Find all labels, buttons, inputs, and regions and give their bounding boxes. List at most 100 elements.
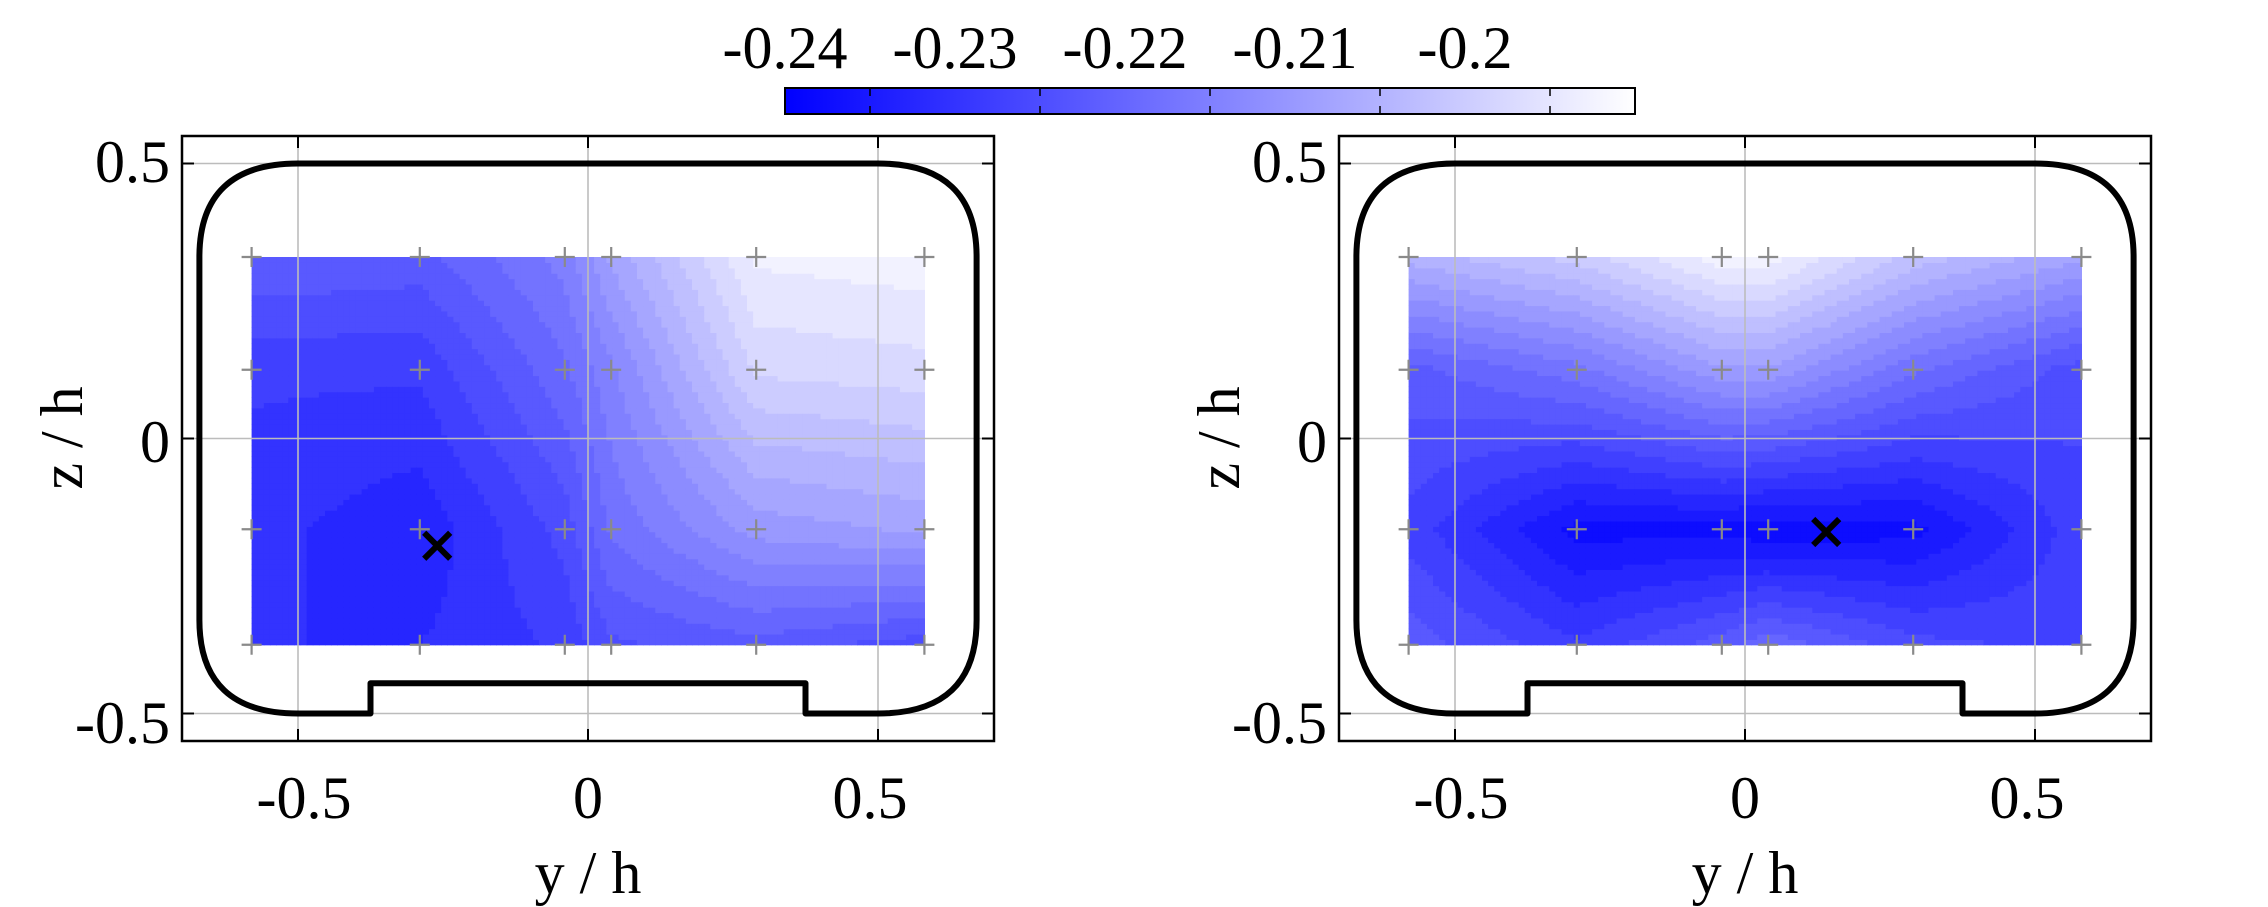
contour-cell — [276, 596, 283, 603]
contour-cell — [331, 526, 338, 533]
contour-cell — [575, 596, 583, 603]
contour-cell — [520, 467, 528, 474]
contour-cell — [441, 612, 448, 619]
contour-cell — [410, 332, 418, 339]
contour-cell — [551, 332, 559, 339]
contour-cell — [361, 316, 369, 323]
contour-cell — [331, 596, 338, 603]
contour-cell — [349, 542, 357, 549]
contour-cell — [410, 510, 418, 517]
contour-cell — [325, 267, 332, 274]
contour-cell — [508, 531, 516, 538]
contour-cell — [325, 407, 332, 414]
contour-cell — [600, 402, 607, 409]
contour-cell — [563, 499, 571, 506]
contour-cell — [459, 558, 467, 565]
contour-cell — [588, 267, 595, 274]
contour-cell — [312, 343, 320, 350]
contour-cell — [312, 321, 320, 328]
contour-cell — [526, 327, 534, 333]
contour-cell — [532, 440, 540, 447]
contour-cell — [386, 418, 393, 425]
contour-cell — [441, 310, 448, 317]
contour-cell — [532, 520, 540, 527]
contour-cell — [649, 467, 656, 474]
contour-cell — [331, 553, 338, 560]
contour-cell — [655, 370, 662, 377]
contour-cell — [251, 407, 259, 414]
contour-cell — [551, 364, 559, 371]
contour-cell — [288, 558, 296, 565]
contour-cell — [532, 300, 540, 307]
contour-cell — [422, 321, 430, 328]
contour-cell — [251, 386, 259, 393]
contour-cell — [667, 267, 675, 274]
contour-cell — [581, 612, 589, 619]
contour-cell — [410, 531, 418, 538]
contour-cell — [422, 391, 430, 398]
contour-cell — [606, 294, 614, 301]
contour-cell — [667, 515, 675, 522]
contour-cell — [496, 547, 503, 554]
contour-cell — [575, 397, 583, 404]
contour-cell — [465, 440, 473, 447]
contour-cell — [263, 483, 271, 490]
contour-cell — [337, 305, 344, 312]
contour-cell — [673, 633, 681, 640]
contour-cell — [661, 359, 669, 366]
contour-cell — [575, 278, 583, 285]
contour-cell — [257, 488, 265, 495]
contour-cell — [569, 563, 577, 570]
contour-cell — [667, 273, 675, 280]
contour-cell — [520, 563, 528, 570]
contour-cell — [600, 590, 607, 597]
contour-cell — [361, 483, 369, 490]
contour-cell — [643, 493, 650, 500]
contour-cell — [508, 515, 516, 522]
contour-cell — [502, 278, 510, 285]
contour-cell — [459, 353, 467, 360]
contour-cell — [649, 623, 656, 630]
contour-cell — [269, 617, 277, 624]
contour-cell — [520, 407, 528, 414]
contour-cell — [441, 359, 448, 366]
contour-cell — [343, 262, 351, 269]
contour-cell — [490, 483, 497, 490]
contour-cell — [526, 617, 534, 624]
contour-cell — [349, 327, 357, 333]
contour-cell — [551, 343, 559, 350]
contour-cell — [459, 391, 467, 398]
contour-cell — [263, 278, 271, 285]
contour-cell — [490, 450, 497, 457]
contour-cell — [502, 531, 510, 538]
contour-cell — [484, 601, 491, 608]
contour-cell — [441, 429, 448, 436]
contour-cell — [588, 547, 595, 554]
contour-cell — [312, 418, 320, 425]
contour-cell — [624, 337, 632, 344]
contour-cell — [600, 488, 607, 495]
contour-cell — [343, 531, 351, 538]
contour-cell — [276, 359, 283, 366]
contour-cell — [276, 558, 283, 565]
contour-cell — [349, 423, 357, 430]
contour-cell — [410, 483, 418, 490]
contour-cell — [673, 628, 681, 635]
contour-cell — [557, 440, 565, 447]
contour-cell — [655, 407, 662, 414]
contour-cell — [588, 612, 595, 619]
contour-cell — [539, 601, 546, 608]
contour-cell — [416, 488, 424, 495]
contour-cell — [551, 267, 559, 274]
contour-cell — [655, 305, 662, 312]
contour-cell — [373, 321, 381, 328]
contour-cell — [337, 289, 344, 296]
contour-cell — [520, 574, 528, 581]
contour-cell — [484, 537, 491, 544]
contour-cell — [581, 267, 589, 274]
contour-cell — [471, 289, 479, 296]
contour-cell — [539, 343, 546, 350]
contour-cell — [398, 542, 406, 549]
contour-cell — [630, 337, 638, 344]
contour-cell — [355, 305, 363, 312]
